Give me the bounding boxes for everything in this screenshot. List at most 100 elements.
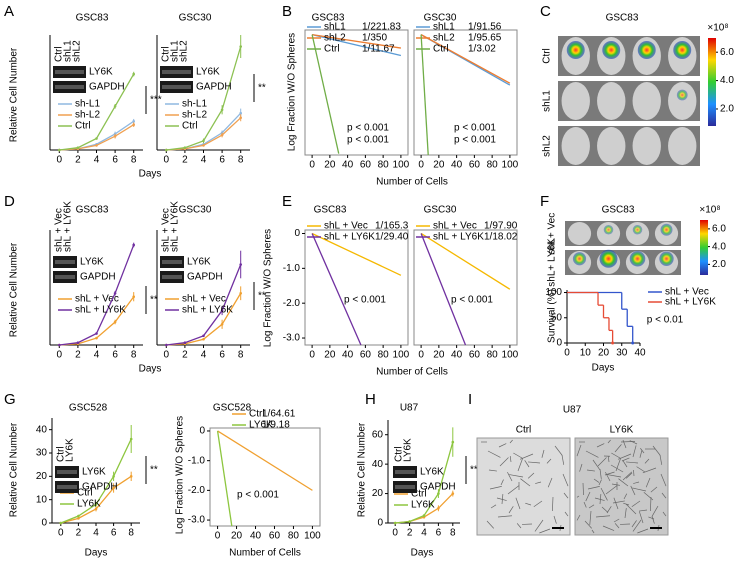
cell [579,463,583,472]
blot-lane-label: shL + Vec [161,208,172,252]
data-point [220,133,224,137]
data-point [202,337,205,341]
cell [517,457,524,472]
cell [564,511,569,517]
annotation: ** [150,465,158,476]
mouse [632,127,661,165]
x-tick-label: 0 [164,350,170,361]
x-tick-label: 6 [112,155,118,166]
legend-label: shL1 [324,22,346,33]
cell [659,454,663,465]
blot-lane-label: shL + Vec [54,208,65,252]
signal [629,250,646,267]
y-tick-label: -2.0 [188,485,206,496]
cell [507,485,520,495]
series-line [217,430,313,491]
x-tick-label: 40 [342,160,354,171]
x-tick-label: 6 [219,350,225,361]
data-point [76,146,80,149]
legend-label: sh-L2 [182,110,207,121]
blot-lane-label: shL2 [72,40,83,62]
cell [631,500,641,508]
series-line [311,34,340,154]
x-tick-label: 4 [201,350,207,361]
cell [525,502,532,506]
data-point [95,144,98,147]
legend-label: sh-L2 [75,110,100,121]
data-point [132,119,135,123]
legend-estimate: 1/9.18 [262,420,290,431]
data-point [132,72,135,76]
cell [626,461,639,464]
x-tick-label: 0 [164,155,170,166]
cell [591,529,595,534]
cell [490,504,497,509]
legend-label: shL + LY6K [75,305,126,316]
cell [629,440,638,445]
annotation: ** [150,295,158,306]
legend-label: sh-L1 [182,99,207,110]
cell [640,448,645,454]
legend-label: Ctrl [77,488,93,499]
blot-lane-label: shL + LY6K [63,201,74,252]
annotation: ** [470,465,478,476]
blot-row-label: GAPDH [196,82,232,93]
x-tick-label: 40 [451,160,463,171]
chart-title: GSC30 [179,205,212,216]
colorbar [708,38,716,126]
data-point [113,320,117,324]
y-axis-label: Relative Cell Number [9,422,20,517]
data-point [239,291,242,295]
cell [496,497,507,501]
x-tick-label: 6 [111,528,117,539]
legend-label: shL2 [433,33,455,44]
x-tick-label: 0 [57,350,63,361]
cell [613,497,619,510]
chart-title: GSC83 [76,205,109,216]
blot-signal [57,470,77,474]
data-point [437,506,440,510]
legend-estimate: 1/11.67 [362,44,395,55]
data-point [202,139,205,143]
y-axis-label: Survival (%) [547,289,558,343]
x-tick-label: 20 [324,160,336,171]
y-axis-label: Relative Cell Number [9,242,20,337]
x-tick-label: 0 [564,348,570,359]
legend-estimate: 1/165.3 [375,221,409,232]
annotation: p < 0.001 [347,123,389,134]
microscopy-title: U87 [563,405,582,416]
cell [553,515,557,524]
x-tick-label: 4 [94,350,100,361]
cell [633,481,640,484]
data-point [202,144,205,147]
x-tick-label: 20 [598,348,610,359]
cell [561,454,565,465]
x-axis-label: Days [139,364,162,375]
mouse [561,127,590,165]
data-point [132,243,135,247]
cell [639,449,643,458]
cell [632,445,637,458]
signal [599,249,618,268]
cell [583,501,587,508]
cell [660,473,667,487]
x-tick-label: 0 [57,155,63,166]
cell [636,466,646,473]
chart-title: GSC30 [424,205,457,216]
x-tick-label: 8 [131,155,137,166]
cell [528,461,541,464]
legend-label: shL + LY6K [182,305,233,316]
x-axis-label: Number of Cells [376,367,448,378]
cell [587,486,600,490]
x-tick-label: 8 [238,155,244,166]
x-tick-label: 80 [487,160,499,171]
series-line [420,232,511,290]
cell [508,506,514,514]
legend-estimate: 1/97.90 [484,221,518,232]
cell [661,492,667,499]
x-axis-label: Days [139,169,162,180]
cell [651,505,659,517]
colorbar-tick-label: 4.0 [712,241,726,252]
legend-label: shL + LY6K [324,232,375,243]
signal [603,224,614,235]
